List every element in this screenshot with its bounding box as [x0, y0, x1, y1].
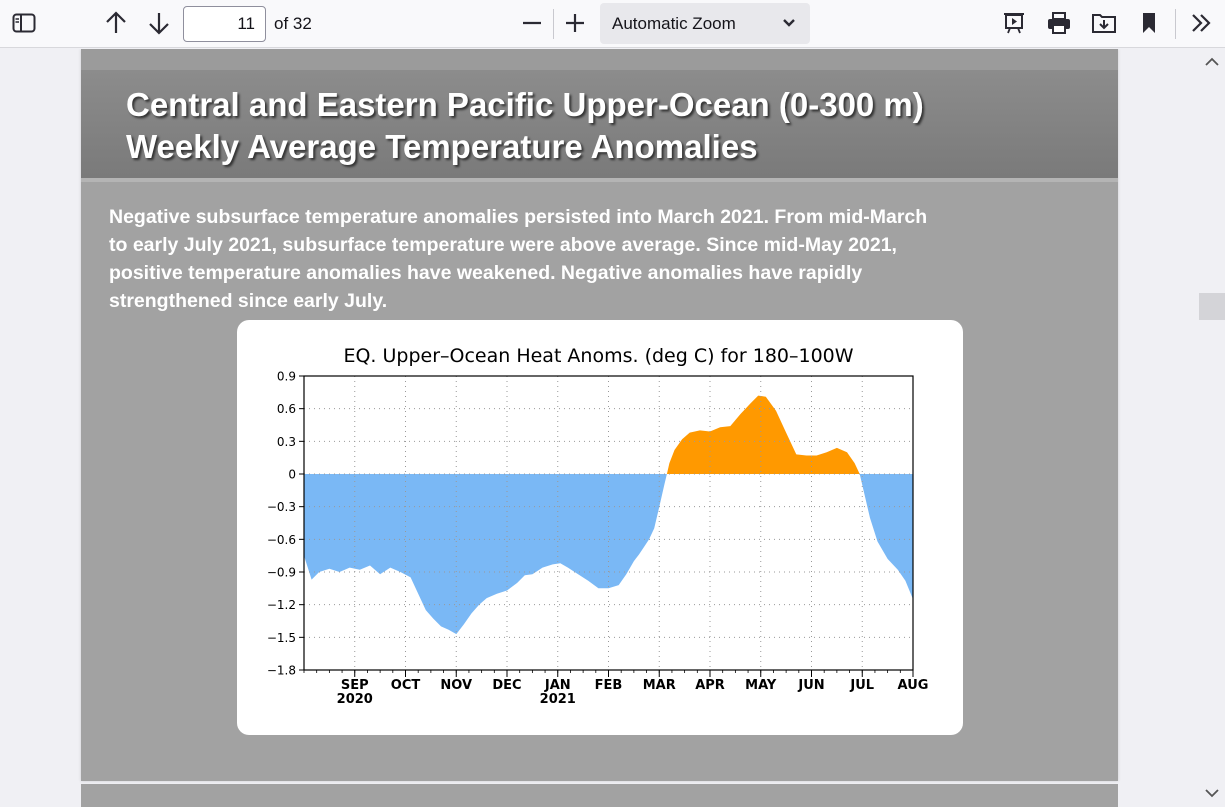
page-number-input[interactable]: [183, 6, 266, 42]
tools-menu-icon[interactable]: [1185, 7, 1217, 39]
x-tick-label: JUN: [797, 678, 824, 693]
slide-body-line: Negative subsurface temperature anomalie…: [109, 206, 928, 228]
x-tick-label: NOV: [440, 678, 472, 693]
slide-title-line-1: Central and Eastern Pacific Upper-Ocean …: [126, 86, 924, 123]
y-tick-label: −0.9: [267, 566, 296, 580]
chart-card: EQ. Upper–Ocean Heat Anoms. (deg C) for …: [237, 320, 963, 735]
chart-title: EQ. Upper–Ocean Heat Anoms. (deg C) for …: [343, 345, 853, 367]
pdf-toolbar: of 32 Automatic Zoom: [0, 0, 1225, 48]
zoom-out-icon[interactable]: [516, 7, 548, 39]
y-tick-label: −0.3: [267, 500, 296, 514]
zoom-select[interactable]: Automatic Zoom: [600, 3, 810, 44]
slide-body-line: strengthened since early July.: [109, 290, 388, 312]
save-download-icon[interactable]: [1088, 7, 1120, 39]
x-tick-label: SEP: [341, 678, 369, 693]
y-tick-label: −1.2: [267, 598, 296, 612]
scrollbar-thumb[interactable]: [1199, 293, 1225, 320]
vertical-scrollbar[interactable]: [1198, 49, 1225, 807]
toolbar-separator: [553, 9, 554, 39]
x-tick-label: MAR: [643, 678, 676, 693]
slide-title-band: Central and Eastern Pacific Upper-Ocean …: [81, 70, 1118, 182]
slide-body-line: positive temperature anomalies have weak…: [109, 262, 863, 284]
scroll-up-icon[interactable]: [1203, 53, 1221, 71]
x-tick-label: DEC: [492, 678, 521, 693]
y-tick-label: 0.9: [277, 370, 296, 384]
bookmark-icon[interactable]: [1133, 7, 1165, 39]
chevron-down-icon: [783, 19, 795, 27]
pdf-page: Central and Eastern Pacific Upper-Ocean …: [81, 49, 1118, 781]
page-count-label: of 32: [274, 14, 312, 33]
heat-anomaly-chart: EQ. Upper–Ocean Heat Anoms. (deg C) for …: [267, 345, 929, 707]
x-tick-label: JUL: [849, 678, 874, 693]
y-tick-label: −0.6: [267, 533, 296, 547]
x-tick-label: AUG: [898, 678, 929, 693]
zoom-in-icon[interactable]: [559, 7, 591, 39]
y-tick-label: 0: [288, 468, 296, 482]
y-tick-label: −1.8: [267, 664, 296, 678]
scroll-down-icon[interactable]: [1203, 784, 1221, 802]
x-tick-label: JAN: [544, 678, 571, 693]
toolbar-separator: [1175, 9, 1176, 39]
presentation-mode-icon[interactable]: [998, 7, 1030, 39]
y-tick-label: 0.3: [277, 435, 296, 449]
print-icon[interactable]: [1043, 7, 1075, 39]
x-tick-label: OCT: [391, 678, 421, 693]
x-tick-label: MAY: [745, 678, 777, 693]
slide-body-line: to early July 2021, subsurface temperatu…: [109, 234, 897, 256]
pdf-viewer-container[interactable]: Central and Eastern Pacific Upper-Ocean …: [0, 49, 1225, 807]
slide-top-strip: [81, 49, 1118, 70]
y-tick-label: −1.5: [267, 631, 296, 645]
slide-title-line-2: Weekly Average Temperature Anomalies: [126, 128, 758, 165]
positive-anomaly-area: [304, 395, 913, 474]
negative-anomaly-area: [304, 474, 913, 635]
x-tick-label: APR: [695, 678, 725, 693]
slide-body-text: Negative subsurface temperature anomalie…: [109, 203, 1099, 315]
next-page-icon[interactable]: [143, 7, 175, 39]
x-tick-label: FEB: [595, 678, 623, 693]
x-tick-year-label: 2021: [540, 692, 576, 707]
x-tick-year-label: 2020: [337, 692, 373, 707]
next-pdf-page: [81, 784, 1118, 807]
zoom-select-value: Automatic Zoom: [612, 13, 736, 33]
previous-page-icon[interactable]: [100, 7, 132, 39]
sidebar-toggle-icon[interactable]: [8, 7, 40, 39]
y-tick-label: 0.6: [277, 402, 296, 416]
